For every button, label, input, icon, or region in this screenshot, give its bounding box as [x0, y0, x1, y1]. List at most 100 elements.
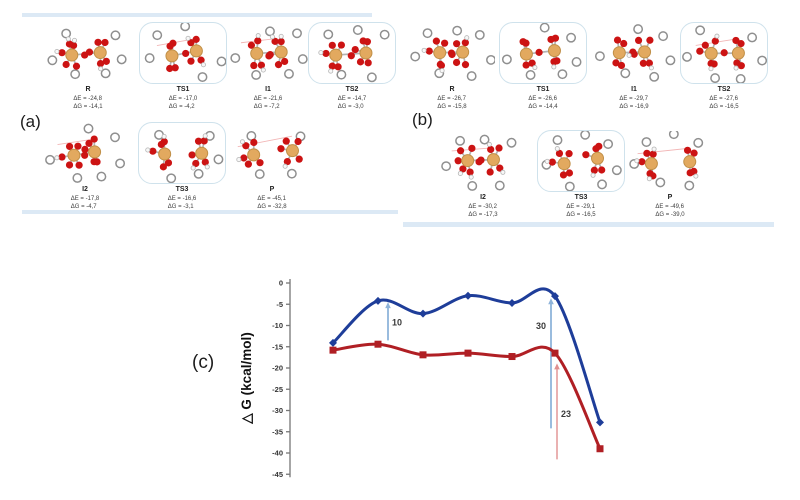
- hydrogen-atoms: [634, 146, 699, 182]
- delta-g-value: ΔG = -15,8: [437, 104, 467, 110]
- oxygen-atoms: [519, 34, 561, 69]
- delta-e-value: ΔE = -49,6: [655, 204, 684, 210]
- molecule-structure-box: [626, 130, 714, 192]
- hydrogen-atoms: [318, 50, 334, 74]
- molecule-energies: ΔE = -17,0 ΔG = -4,2: [169, 95, 198, 111]
- molecule-cell-a-p: P ΔE = -45,1 ΔG = -32,8: [226, 122, 318, 213]
- delta-e-value: ΔE = -17,8: [70, 196, 100, 202]
- y-tick-label: 0: [279, 279, 283, 288]
- counterion-atoms: [45, 123, 126, 183]
- molecule-cell-b-ts1: TS1 ΔE = -26,6 ΔG = -14,4: [497, 22, 589, 113]
- molecule-cell-a-ts2: TS2 ΔE = -14,7 ΔG = -3,0: [306, 22, 398, 113]
- molecule-cell-a-i2: I2 ΔE = -17,8 ΔG = -4,7: [39, 122, 131, 213]
- counterion-atoms: [410, 25, 495, 82]
- delta-g-value: ΔG = -17,3: [468, 212, 498, 218]
- y-tick-label: -5: [276, 300, 283, 309]
- transition-state-highlight-box: [308, 22, 396, 84]
- molecule-cell-b-i2: I2 ΔE = -30,2 ΔG = -17,3: [437, 130, 529, 221]
- molecule-structure: [541, 131, 622, 191]
- molecule-cell-a-i1: I1 ΔE = -21,6 ΔG = -7,2: [222, 22, 314, 113]
- hydrogen-atoms: [544, 146, 596, 178]
- phosphorus-atoms: [433, 45, 470, 60]
- counterion-atoms: [501, 23, 582, 80]
- panel-a-structures: R ΔE = -24,8 ΔG = -14,1 TS1 ΔE = -17,0 ΔG = -…: [18, 10, 398, 232]
- molecule-label: R: [85, 86, 91, 93]
- molecule-label: TS2: [717, 86, 731, 93]
- delta-e-value: ΔE = -29,1: [566, 204, 595, 210]
- barrier-value-label: 10: [392, 318, 402, 328]
- phosphorus-atoms: [65, 46, 107, 62]
- y-tick-label: -35: [272, 427, 283, 436]
- phosphorus-atoms: [329, 46, 373, 62]
- oxygen-atoms: [612, 36, 654, 70]
- molecule-structure-box: [439, 130, 527, 192]
- molecule-structure: [501, 23, 582, 80]
- molecule-structure: [236, 131, 306, 180]
- phosphorus-atoms: [158, 146, 209, 161]
- molecule-cell-a-r: R ΔE = -24,8 ΔG = -14,1: [42, 22, 134, 113]
- molecule-cell-a-ts3: TS3 ΔE = -16,6 ΔG = -3,1: [136, 122, 228, 213]
- molecule-label: I2: [480, 194, 486, 201]
- molecule-cell-a-ts1: TS1 ΔE = -17,0 ΔG = -4,2: [137, 22, 229, 113]
- phosphorus-atoms: [250, 45, 288, 60]
- molecule-structure-box: [590, 22, 678, 84]
- y-tick-label: -20: [272, 364, 283, 373]
- energy-profile-plot: 0 -5 -10 -15 -20 -25 -30 -35 -40 -45 △ G (kcal/mol…: [239, 279, 604, 479]
- delta-e-value: ΔE = -16,6: [167, 196, 197, 202]
- delta-e-value: ΔE = -30,2: [468, 204, 497, 210]
- transition-state-highlight-box: [537, 130, 625, 192]
- counterion-atoms: [144, 23, 226, 82]
- barrier-arrow-23: 23: [554, 363, 571, 460]
- molecule-cell-b-ts2: TS2 ΔE = -27,6 ΔG = -16,5: [678, 22, 770, 113]
- delta-g-value: ΔG = -32,8: [257, 204, 287, 210]
- series-markers-a: [329, 291, 604, 427]
- molecule-structure: [45, 123, 126, 183]
- delta-g-value: ΔG = -39,0: [655, 212, 685, 218]
- oxygen-atoms: [454, 144, 504, 176]
- phosphorus-atoms: [67, 145, 102, 162]
- hydrogen-atoms: [532, 64, 557, 71]
- delta-g-value: ΔG = -16,5: [709, 104, 739, 110]
- molecule-label: R: [449, 86, 455, 93]
- molecule-structure: [318, 25, 390, 83]
- molecule-structure: [410, 25, 495, 82]
- transition-state-highlight-box: [499, 22, 587, 84]
- panel-b-label: (b): [412, 110, 433, 129]
- delta-g-value: ΔG = -4,7: [70, 204, 97, 210]
- y-tick-label: -15: [272, 342, 283, 351]
- molecule-energies: ΔE = -26,7 ΔG = -15,8: [437, 95, 466, 111]
- series-line-b: [331, 342, 602, 451]
- energy-profile-chart: 0 -5 -10 -15 -20 -25 -30 -35 -40 -45 △ G (kcal/mol…: [235, 258, 655, 496]
- molecule-label: TS1: [176, 86, 190, 93]
- molecule-cell-b-p: P ΔE = -49,6 ΔG = -39,0: [624, 130, 716, 221]
- y-tick-label: -40: [272, 449, 283, 458]
- phosphorus-atoms: [612, 45, 652, 60]
- molecule-label: TS1: [536, 86, 550, 93]
- molecule-energies: ΔE = -49,6 ΔG = -39,0: [655, 203, 684, 219]
- hydrogen-atoms: [708, 33, 739, 72]
- panel-a-bottom-rule: [22, 210, 398, 214]
- molecule-energies: ΔE = -26,6 ΔG = -14,4: [528, 95, 557, 111]
- oxygen-atoms: [425, 37, 470, 70]
- molecule-label: I1: [265, 86, 271, 93]
- panel-b-bottom-rule: [403, 222, 774, 227]
- oxygen-atoms: [58, 38, 110, 70]
- oxygen-atoms: [166, 35, 205, 73]
- molecule-structure-box: [408, 22, 496, 84]
- series-markers-b: [329, 340, 604, 453]
- panel-b-structures: R ΔE = -26,7 ΔG = -15,8 TS1 ΔE = -26,6 ΔG = -…: [400, 10, 796, 238]
- counterion-atoms: [629, 131, 704, 191]
- molecule-energies: ΔE = -14,7 ΔG = -3,0: [338, 95, 367, 111]
- y-tick-labels: 0 -5 -10 -15 -20 -25 -30 -35 -40 -45: [272, 279, 283, 479]
- delta-e-value: ΔE = -26,6: [528, 96, 557, 102]
- transition-state-highlight-box: [139, 22, 227, 84]
- panel-a-top-rule: [22, 13, 372, 17]
- delta-e-value: ΔE = -21,6: [253, 96, 283, 102]
- phosphorus-atoms: [557, 151, 605, 171]
- panel-a-label: (a): [20, 112, 41, 131]
- molecule-structure: [47, 28, 127, 80]
- molecule-energies: ΔE = -24,8 ΔG = -14,1: [73, 95, 102, 111]
- molecule-energies: ΔE = -17,8 ΔG = -4,7: [71, 195, 100, 211]
- phosphorus-atoms: [165, 44, 203, 63]
- molecule-energies: ΔE = -45,1 ΔG = -32,8: [257, 195, 286, 211]
